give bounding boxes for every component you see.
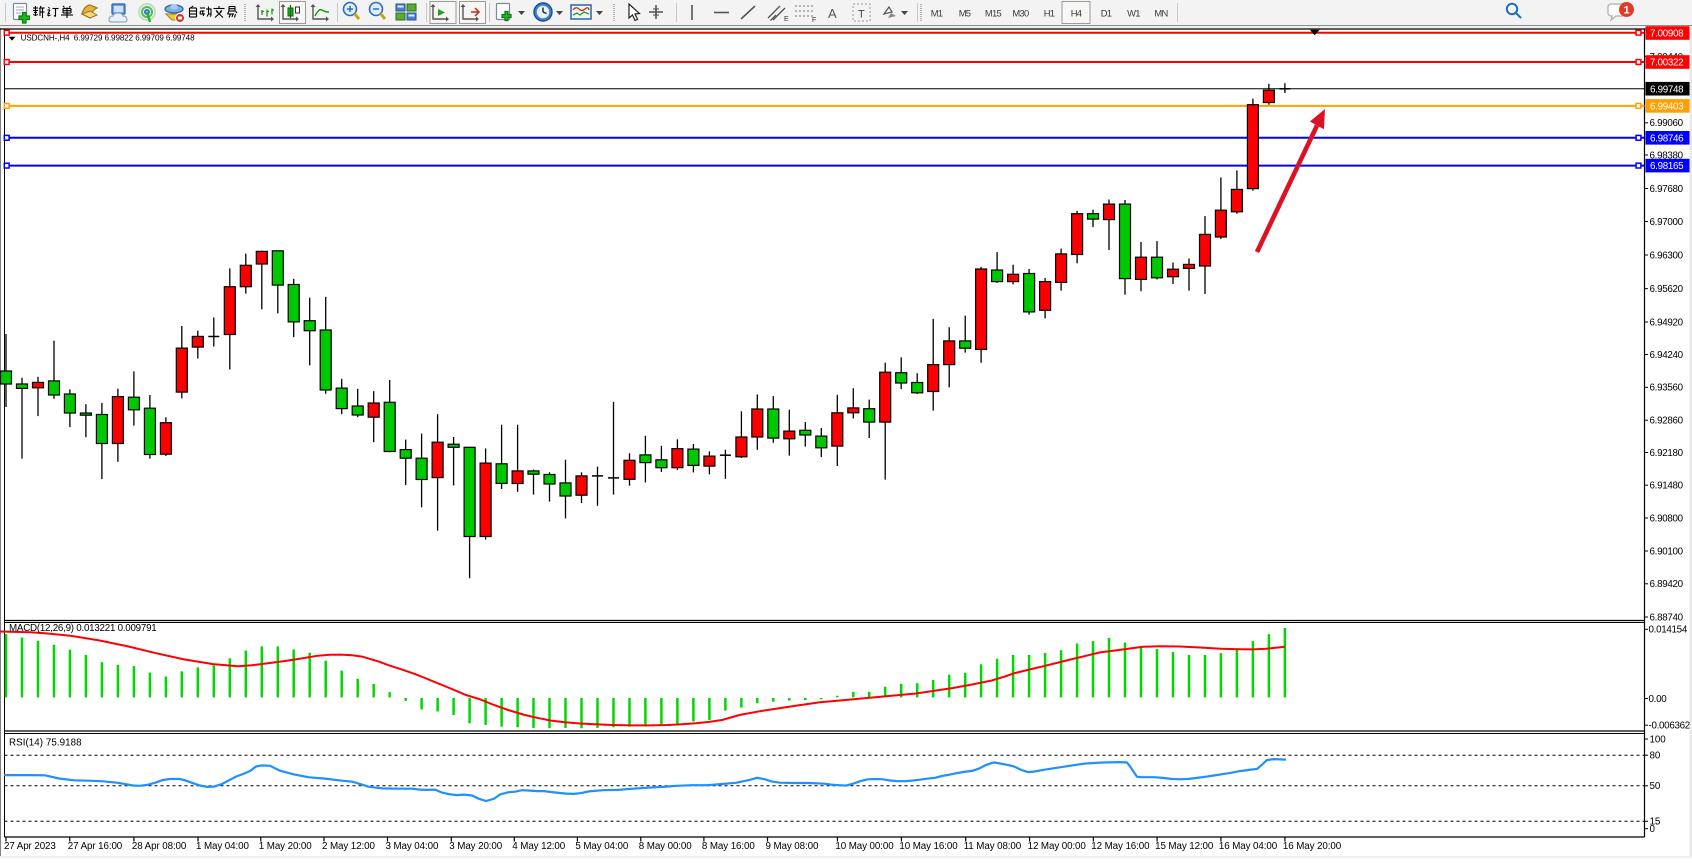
svg-text:H4: H4 <box>1071 8 1082 19</box>
svg-text:6.89420: 6.89420 <box>1650 579 1684 590</box>
svg-text:6.98165: 6.98165 <box>1650 161 1684 172</box>
svg-text:D1: D1 <box>1101 8 1112 19</box>
svg-text:50: 50 <box>1650 781 1661 792</box>
svg-text:T: T <box>858 9 865 21</box>
svg-text:1 May 04:00: 1 May 04:00 <box>196 841 249 852</box>
svg-text:6.99748: 6.99748 <box>1650 84 1684 95</box>
svg-text:6.93560: 6.93560 <box>1650 383 1684 394</box>
svg-text:F: F <box>812 17 816 24</box>
svg-text:3 May 04:00: 3 May 04:00 <box>386 841 439 852</box>
svg-text:0.014154: 0.014154 <box>1649 625 1688 636</box>
svg-text:8 May 00:00: 8 May 00:00 <box>639 841 692 852</box>
svg-text:M15: M15 <box>985 8 1002 19</box>
svg-text:6.94920: 6.94920 <box>1650 317 1684 328</box>
svg-text:-0.006362: -0.006362 <box>1649 721 1690 732</box>
svg-text:0.00: 0.00 <box>1649 694 1668 705</box>
svg-text:6.91480: 6.91480 <box>1650 481 1684 492</box>
svg-text:6.97680: 6.97680 <box>1650 184 1684 195</box>
svg-text:0: 0 <box>1650 824 1656 835</box>
svg-text:6.90800: 6.90800 <box>1650 513 1684 524</box>
svg-text:16 May 04:00: 16 May 04:00 <box>1219 841 1278 852</box>
svg-text:10 May 00:00: 10 May 00:00 <box>835 841 894 852</box>
svg-text:27 Apr 2023: 27 Apr 2023 <box>4 841 56 852</box>
svg-text:27 Apr 16:00: 27 Apr 16:00 <box>68 841 123 852</box>
svg-text:80: 80 <box>1650 751 1661 762</box>
svg-text:6.98746: 6.98746 <box>1650 133 1684 144</box>
svg-text:6.95620: 6.95620 <box>1650 284 1684 295</box>
svg-text:12 May 00:00: 12 May 00:00 <box>1028 841 1087 852</box>
svg-text:A: A <box>828 6 837 21</box>
svg-text:6.96300: 6.96300 <box>1650 250 1684 261</box>
svg-text:7.00322: 7.00322 <box>1650 58 1683 69</box>
svg-text:M30: M30 <box>1012 8 1029 19</box>
svg-text:MACD(12,26,9) 0.013221 0.00979: MACD(12,26,9) 0.013221 0.009791 <box>9 623 156 634</box>
svg-text:6.97000: 6.97000 <box>1650 217 1684 228</box>
svg-text:1: 1 <box>1623 5 1629 17</box>
svg-text:28 Apr 08:00: 28 Apr 08:00 <box>132 841 187 852</box>
svg-text:10 May 16:00: 10 May 16:00 <box>899 841 958 852</box>
svg-text:RSI(14) 75.9188: RSI(14) 75.9188 <box>9 738 82 749</box>
svg-text:12 May 16:00: 12 May 16:00 <box>1091 841 1150 852</box>
svg-text:16 May 20:00: 16 May 20:00 <box>1283 841 1342 852</box>
svg-text:11 May 08:00: 11 May 08:00 <box>964 841 1022 852</box>
svg-text:6.88740: 6.88740 <box>1650 612 1684 623</box>
svg-text:6.99060: 6.99060 <box>1650 118 1684 129</box>
svg-text:M1: M1 <box>931 8 943 19</box>
svg-text:W1: W1 <box>1127 8 1140 19</box>
svg-text:USDCNH-,H4 6.99729 6.99822 6.: USDCNH-,H4 6.99729 6.99822 6.99709 6.997… <box>21 34 195 43</box>
svg-text:H1: H1 <box>1044 8 1055 19</box>
svg-text:5 May 04:00: 5 May 04:00 <box>575 841 628 852</box>
svg-text:MN: MN <box>1154 8 1167 19</box>
svg-text:9 May 08:00: 9 May 08:00 <box>766 841 819 852</box>
svg-text:4 May 12:00: 4 May 12:00 <box>512 841 565 852</box>
svg-text:E: E <box>784 16 789 23</box>
svg-text:100: 100 <box>1650 734 1667 745</box>
svg-text:1 May 20:00: 1 May 20:00 <box>259 841 312 852</box>
svg-text:6.94240: 6.94240 <box>1650 350 1684 361</box>
svg-text:6.90100: 6.90100 <box>1650 546 1684 557</box>
svg-text:6.99403: 6.99403 <box>1650 102 1684 113</box>
svg-text:6.92860: 6.92860 <box>1650 416 1684 427</box>
svg-text:2 May 12:00: 2 May 12:00 <box>322 841 375 852</box>
svg-text:15 May 12:00: 15 May 12:00 <box>1155 841 1214 852</box>
svg-text:M5: M5 <box>959 8 971 19</box>
svg-text:7.00908: 7.00908 <box>1650 29 1684 40</box>
svg-text:6.92180: 6.92180 <box>1650 448 1684 459</box>
svg-text:8 May 16:00: 8 May 16:00 <box>702 841 755 852</box>
svg-text:3 May 20:00: 3 May 20:00 <box>449 841 502 852</box>
